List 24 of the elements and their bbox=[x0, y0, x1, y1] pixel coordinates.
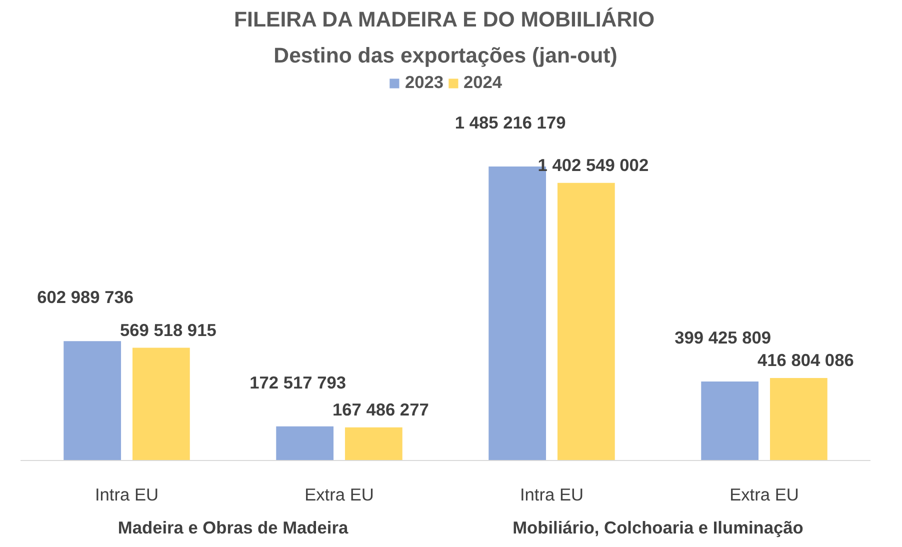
data-label: 416 804 086 bbox=[757, 350, 854, 370]
x-tick-label: Intra EU bbox=[520, 484, 584, 504]
x-tick-label: Extra EU bbox=[730, 484, 799, 504]
data-label: 167 486 277 bbox=[332, 399, 429, 420]
data-label: 1 485 216 179 bbox=[454, 112, 566, 133]
bar bbox=[770, 378, 828, 460]
bar bbox=[132, 348, 190, 460]
bar bbox=[557, 182, 615, 460]
bar bbox=[64, 341, 122, 460]
legend-label: 2023 bbox=[404, 72, 444, 93]
bar bbox=[276, 426, 334, 460]
x-tick-label: Extra EU bbox=[304, 484, 374, 504]
chart-title: FILEIRA DA MADEIRA E DO MOBIILIÁRIO bbox=[234, 8, 655, 32]
x-tick-label: Intra EU bbox=[94, 484, 159, 504]
data-label: 172 517 793 bbox=[250, 372, 346, 392]
data-label: 602 989 736 bbox=[37, 287, 134, 308]
legend-label: 2024 bbox=[464, 72, 502, 93]
bar bbox=[344, 427, 402, 460]
text: Madeira e Obras de Madeira bbox=[118, 518, 348, 538]
text: Mobiliário, Colchoaria e Iluminação bbox=[512, 518, 804, 538]
bar bbox=[701, 381, 759, 460]
chart-subtitle: Destino das exportações (jan-out) bbox=[274, 44, 618, 68]
data-label: 399 425 809 bbox=[674, 327, 772, 348]
data-label: 569 518 915 bbox=[120, 320, 217, 340]
